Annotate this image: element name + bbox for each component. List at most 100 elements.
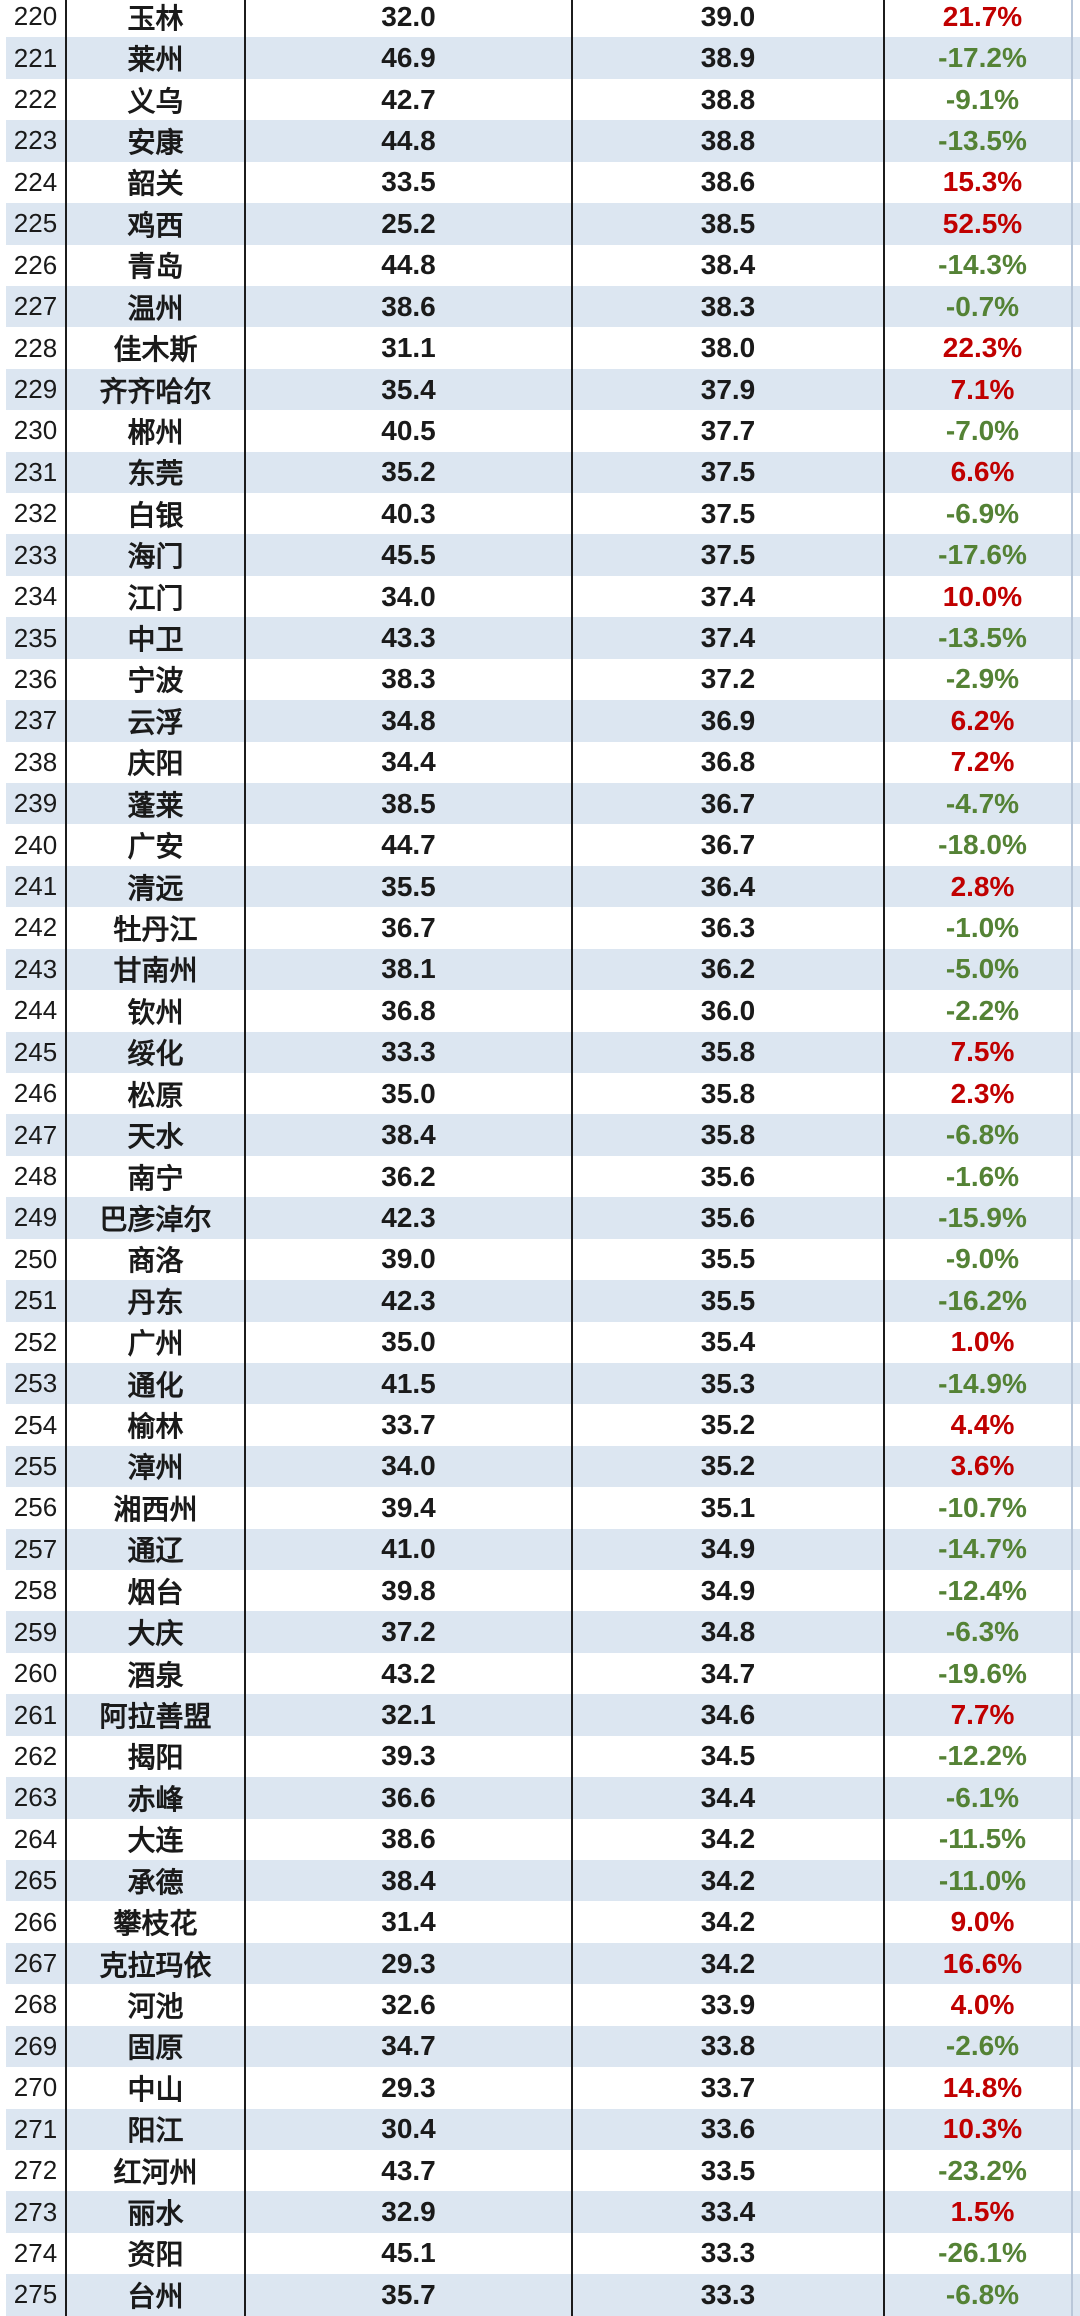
rank-cell: 275	[0, 2274, 65, 2316]
table-row: 260 酒泉 43.2 34.7 -19.6%	[0, 1652, 1080, 1695]
rank-cell: 246	[0, 1072, 65, 1115]
rank-cell: 245	[0, 1031, 65, 1073]
value2-cell: 36.3	[571, 907, 883, 949]
table-row: 228 佳木斯 31.1 38.0 22.3%	[0, 327, 1080, 369]
rank-cell: 241	[0, 865, 65, 908]
value2-cell: 37.7	[571, 410, 883, 452]
value2-cell: 35.3	[571, 1362, 883, 1405]
pct-change-cell: 15.3%	[883, 161, 1080, 204]
value2-cell: 35.8	[571, 1072, 883, 1115]
table-row: 263 赤峰 36.6 34.4 -6.1%	[0, 1777, 1080, 1819]
value2-cell: 38.9	[571, 37, 883, 79]
rank-cell: 260	[0, 1652, 65, 1695]
value2-cell: 34.8	[571, 1611, 883, 1653]
pct-change-cell: -19.6%	[883, 1652, 1080, 1695]
pct-change-cell: -4.7%	[883, 783, 1080, 825]
rank-cell: 235	[0, 617, 65, 659]
pct-change-cell: 9.0%	[883, 1901, 1080, 1943]
value2-cell: 33.4	[571, 2191, 883, 2233]
table-row: 265 承德 38.4 34.2 -11.0%	[0, 1859, 1080, 1902]
value1-cell: 39.3	[244, 1735, 571, 1778]
pct-change-cell: 1.0%	[883, 1321, 1080, 1363]
value2-cell: 35.8	[571, 1114, 883, 1156]
value1-cell: 38.5	[244, 783, 571, 825]
rank-cell: 274	[0, 2232, 65, 2275]
value1-cell: 35.0	[244, 1072, 571, 1115]
value2-cell: 33.8	[571, 2025, 883, 2068]
city-cell: 广州	[65, 1321, 244, 1363]
table-row: 244 钦州 36.8 36.0 -2.2%	[0, 990, 1080, 1032]
rank-cell: 270	[0, 2067, 65, 2109]
value1-cell: 25.2	[244, 203, 571, 245]
city-cell: 庆阳	[65, 741, 244, 784]
value1-cell: 43.2	[244, 1652, 571, 1695]
table-right-border	[1071, 0, 1073, 2316]
pct-change-cell: -23.2%	[883, 2149, 1080, 2192]
rank-cell: 230	[0, 410, 65, 452]
rank-cell: 259	[0, 1611, 65, 1653]
city-cell: 云浮	[65, 700, 244, 742]
value2-cell: 38.8	[571, 78, 883, 121]
city-cell: 郴州	[65, 410, 244, 452]
pct-change-cell: -7.0%	[883, 410, 1080, 452]
value2-cell: 34.2	[571, 1818, 883, 1860]
value1-cell: 31.1	[244, 327, 571, 369]
pct-change-cell: 2.3%	[883, 1072, 1080, 1115]
city-cell: 中卫	[65, 617, 244, 659]
value2-cell: 36.4	[571, 865, 883, 908]
rank-cell: 223	[0, 120, 65, 162]
pct-change-cell: 7.1%	[883, 368, 1080, 411]
value1-cell: 29.3	[244, 2067, 571, 2109]
pct-change-cell: 4.0%	[883, 1984, 1080, 2026]
table-row: 256 湘西州 39.4 35.1 -10.7%	[0, 1487, 1080, 1529]
pct-change-cell: 10.0%	[883, 575, 1080, 618]
pct-change-cell: -9.0%	[883, 1238, 1080, 1281]
value2-cell: 34.5	[571, 1735, 883, 1778]
city-cell: 河池	[65, 1984, 244, 2026]
pct-change-cell: -11.0%	[883, 1859, 1080, 1902]
table-row: 226 青岛 44.8 38.4 -14.3%	[0, 244, 1080, 286]
table-row: 227 温州 38.6 38.3 -0.7%	[0, 285, 1080, 328]
table-row: 220 玉林 32.0 39.0 21.7%	[0, 0, 1080, 38]
table-row: 264 大连 38.6 34.2 -11.5%	[0, 1818, 1080, 1860]
rank-cell: 222	[0, 78, 65, 121]
table-row: 241 清远 35.5 36.4 2.8%	[0, 865, 1080, 908]
table-row: 242 牡丹江 36.7 36.3 -1.0%	[0, 907, 1080, 949]
value1-cell: 34.0	[244, 575, 571, 618]
pct-change-cell: 7.5%	[883, 1031, 1080, 1073]
table-row: 239 蓬莱 38.5 36.7 -4.7%	[0, 783, 1080, 825]
city-cell: 佳木斯	[65, 327, 244, 369]
table-row: 267 克拉玛依 29.3 34.2 16.6%	[0, 1942, 1080, 1985]
pct-change-cell: -2.9%	[883, 658, 1080, 701]
value2-cell: 36.2	[571, 948, 883, 991]
rank-cell: 248	[0, 1155, 65, 1198]
city-cell: 巴彦淖尔	[65, 1197, 244, 1239]
value2-cell: 37.2	[571, 658, 883, 701]
rank-cell: 232	[0, 493, 65, 535]
table-row: 275 台州 35.7 33.3 -6.8%	[0, 2274, 1080, 2316]
value1-cell: 32.9	[244, 2191, 571, 2233]
pct-change-cell: -6.9%	[883, 493, 1080, 535]
city-cell: 天水	[65, 1114, 244, 1156]
pct-change-cell: 21.7%	[883, 0, 1080, 38]
value1-cell: 38.4	[244, 1859, 571, 1902]
value2-cell: 35.8	[571, 1031, 883, 1073]
value2-cell: 35.4	[571, 1321, 883, 1363]
pct-change-cell: -5.0%	[883, 948, 1080, 991]
table-row: 273 丽水 32.9 33.4 1.5%	[0, 2191, 1080, 2233]
rank-cell: 221	[0, 37, 65, 79]
rank-cell: 269	[0, 2025, 65, 2068]
rank-cell: 271	[0, 2108, 65, 2150]
pct-change-cell: 14.8%	[883, 2067, 1080, 2109]
table-row: 224 韶关 33.5 38.6 15.3%	[0, 161, 1080, 204]
rank-cell: 240	[0, 824, 65, 866]
value2-cell: 34.4	[571, 1777, 883, 1819]
pct-change-cell: -6.3%	[883, 1611, 1080, 1653]
value1-cell: 31.4	[244, 1901, 571, 1943]
value2-cell: 39.0	[571, 0, 883, 38]
value1-cell: 42.3	[244, 1197, 571, 1239]
value1-cell: 41.5	[244, 1362, 571, 1405]
rank-cell: 262	[0, 1735, 65, 1778]
pct-change-cell: -15.9%	[883, 1197, 1080, 1239]
value2-cell: 37.5	[571, 534, 883, 576]
